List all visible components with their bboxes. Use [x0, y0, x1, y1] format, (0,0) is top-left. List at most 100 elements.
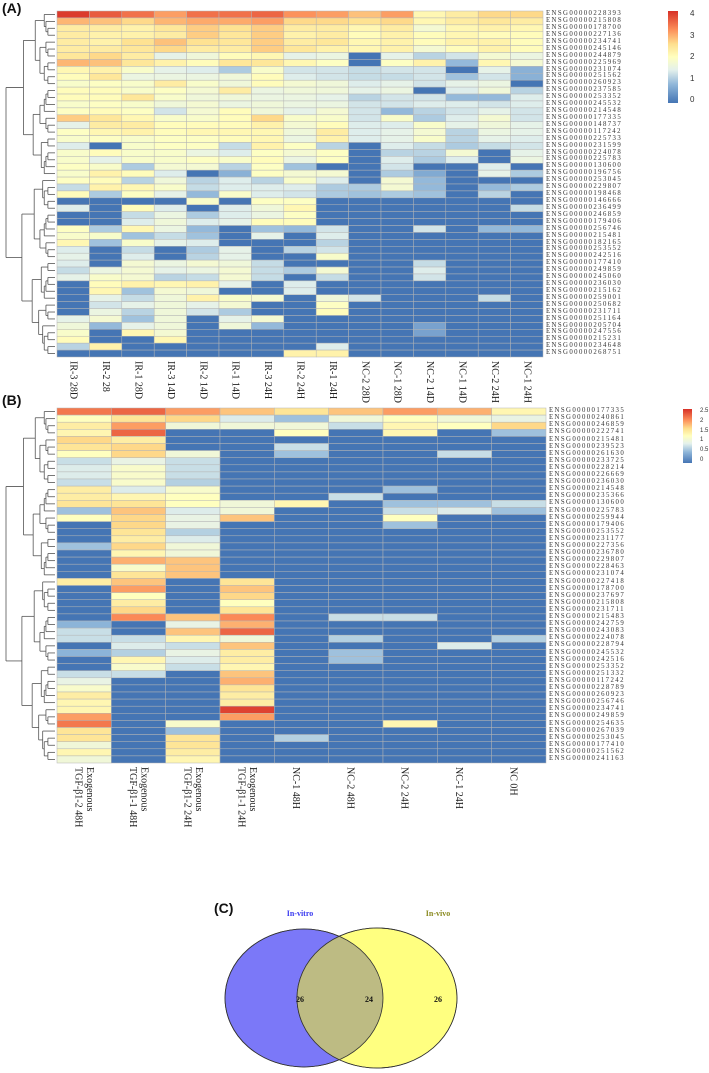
heatmap-cell [186, 225, 220, 233]
heatmap-cell [328, 485, 384, 494]
heatmap-cell [348, 329, 382, 337]
row-label: ENSG00000228794 [549, 641, 626, 649]
heatmap-cell [328, 705, 384, 714]
heatmap-cell [382, 720, 438, 728]
heatmap-cell [491, 691, 547, 700]
heatmap-cell [89, 149, 123, 157]
heatmap-cell [328, 741, 384, 750]
heatmap-cell [328, 421, 384, 430]
heatmap-cell [491, 528, 547, 537]
heatmap-cell [121, 156, 155, 164]
color-legend-bar-b [683, 409, 692, 463]
heatmap-cell [121, 273, 155, 282]
heatmap-cell [445, 239, 479, 247]
heatmap-cell [491, 656, 547, 664]
row-label: ENSG00000214548 [546, 107, 623, 115]
heatmap-cell [89, 176, 123, 185]
row-label: ENSG00000236030 [546, 280, 623, 288]
heatmap-cell [510, 156, 544, 164]
heatmap-cell [491, 698, 547, 707]
heatmap-cell [89, 322, 123, 330]
heatmap-cell [413, 59, 447, 67]
heatmap-cell [251, 135, 285, 143]
heatmap-cell [274, 670, 329, 679]
heatmap-cell [153, 190, 187, 199]
heatmap-cell [111, 613, 166, 622]
heatmap-cell [348, 66, 382, 74]
heatmap-cell [56, 407, 112, 416]
heatmap-cell [251, 301, 285, 309]
heatmap-cell [413, 197, 447, 206]
heatmap-cell [382, 649, 438, 657]
heatmap-cell [219, 642, 275, 650]
heatmap-cell [382, 443, 438, 451]
heatmap-cell [165, 500, 221, 508]
heatmap-cell [56, 450, 112, 458]
heatmap-cell [251, 342, 285, 351]
heatmap-cell [437, 627, 492, 636]
heatmap-cell [89, 342, 123, 351]
venn-count-in-vivo: 26 [434, 995, 442, 1004]
heatmap-cell [413, 252, 447, 261]
heatmap-cell [328, 620, 384, 629]
heatmap-cell [283, 225, 317, 233]
heatmap-cell [274, 414, 329, 423]
heatmap-cell [328, 592, 384, 600]
heatmap-cell [413, 24, 447, 33]
row-label: ENSG00000249859 [549, 712, 626, 720]
heatmap-cell [251, 66, 285, 74]
heatmap-cell [56, 259, 90, 268]
heatmap-cell [348, 190, 382, 199]
heatmap-cell [56, 670, 112, 679]
heatmap-cell [111, 713, 166, 721]
legend-tick-label: 2 [690, 52, 695, 61]
heatmap-cell [274, 705, 329, 714]
heatmap-cell [510, 287, 544, 295]
heatmap-cell [380, 121, 414, 129]
heatmap-cell [89, 156, 123, 164]
heatmap-cell [121, 86, 155, 95]
heatmap-cell [218, 176, 252, 185]
heatmap-cell [251, 142, 285, 150]
heatmap-cell [218, 322, 252, 330]
heatmap-cell [491, 514, 547, 522]
heatmap-cell [445, 169, 479, 178]
row-label: ENSG00000251332 [549, 669, 626, 677]
heatmap-cell [328, 500, 384, 508]
heatmap-cell [274, 627, 329, 636]
heatmap-cell [348, 287, 382, 295]
heatmap-cell [219, 734, 275, 742]
heatmap-cell [328, 613, 384, 622]
heatmap-cell [315, 142, 349, 150]
heatmap-cell [219, 720, 275, 728]
column-label-line: Exogenous [247, 767, 259, 812]
heatmap-cell [89, 301, 123, 309]
heatmap-cell [111, 556, 166, 565]
heatmap-cell [380, 342, 414, 351]
heatmap-cell [121, 204, 155, 212]
heatmap-cell [437, 684, 492, 693]
heatmap-cell [413, 308, 447, 316]
heatmap-cell [153, 38, 187, 46]
heatmap-cell [218, 204, 252, 212]
heatmap-cell [382, 563, 438, 572]
heatmap-cell [510, 322, 544, 330]
heatmap-cell [111, 535, 166, 544]
heatmap-cell [510, 17, 544, 26]
heatmap-cell [218, 211, 252, 219]
heatmap-cell [445, 294, 479, 302]
heatmap-cell [111, 521, 166, 529]
heatmap-cell [165, 606, 221, 615]
heatmap-cell [218, 280, 252, 289]
heatmap-cell [186, 24, 220, 33]
heatmap-cell [111, 571, 166, 579]
heatmap-cell [56, 563, 112, 572]
heatmap-cell [510, 10, 544, 19]
heatmap-cell [56, 73, 90, 81]
heatmap-cell [219, 443, 275, 451]
heatmap-cell [56, 620, 112, 629]
heatmap-cell [89, 59, 123, 67]
heatmap-cell [89, 218, 123, 226]
heatmap-cell [153, 301, 187, 309]
legend-tick-label: 0 [690, 95, 695, 104]
